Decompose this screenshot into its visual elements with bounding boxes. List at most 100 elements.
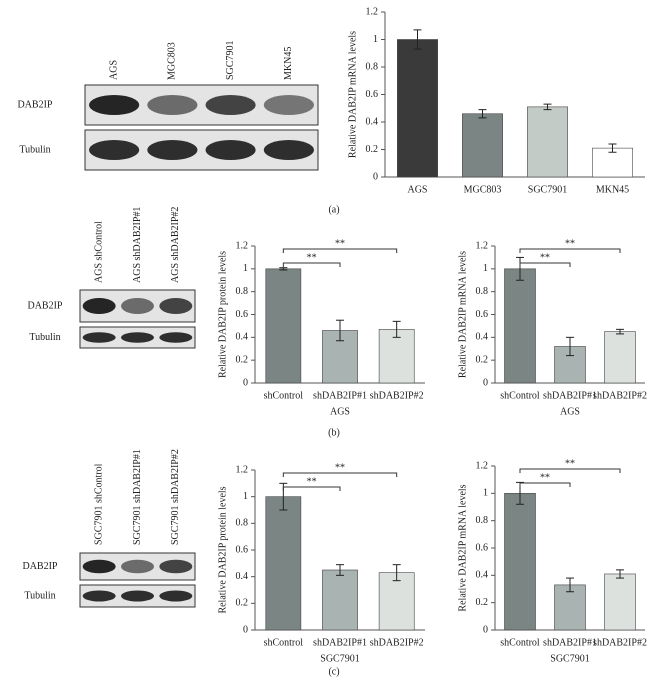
band <box>121 298 154 314</box>
x-tick-label: shControl <box>500 390 540 401</box>
band <box>82 332 116 343</box>
significance-label: ** <box>307 252 317 263</box>
row-label: DAB2IP <box>27 300 62 311</box>
x-tick-label: shDAB2IP#1 <box>543 637 597 648</box>
y-tick-label: 1 <box>243 263 248 274</box>
y-tick-label: 0.6 <box>236 309 249 320</box>
y-tick-label: 0.2 <box>236 354 249 365</box>
band <box>82 590 116 602</box>
significance-label: ** <box>540 472 550 483</box>
x-tick-label: SGC7901 <box>528 184 567 195</box>
significance-bracket <box>519 482 571 487</box>
band <box>89 140 140 160</box>
y-tick-label: 0 <box>483 624 488 635</box>
x-tick-label: shDAB2IP#2 <box>593 390 647 401</box>
bar <box>265 496 302 631</box>
x-tick-label: shDAB2IP#2 <box>593 637 647 648</box>
bar <box>604 331 636 384</box>
row-label: Tubulin <box>24 590 55 601</box>
significance-bracket <box>519 248 621 253</box>
significance-label: ** <box>565 238 575 249</box>
y-tick-label: 0.6 <box>476 309 489 320</box>
band <box>263 140 314 160</box>
bar <box>265 268 302 384</box>
x-axis-label: AGS <box>330 406 350 417</box>
y-tick-label: 0.8 <box>236 286 249 297</box>
x-tick-label: shControl <box>264 637 304 648</box>
significance-label: ** <box>335 462 345 473</box>
y-tick-label: 0.4 <box>236 571 249 582</box>
band <box>121 590 154 602</box>
band <box>147 95 198 115</box>
band <box>159 559 193 574</box>
significance-label: ** <box>307 476 317 487</box>
lane-label: SGC7901 shDAB2IP#1 <box>132 449 143 545</box>
bar <box>504 268 536 384</box>
significance-bracket <box>282 262 341 267</box>
significance-bracket <box>282 472 398 477</box>
y-tick-label: 0.4 <box>366 116 379 127</box>
panel-label: (c) <box>328 666 339 677</box>
row-label: Tubulin <box>19 144 50 155</box>
y-tick-label: 1.2 <box>476 240 489 251</box>
band <box>159 298 193 314</box>
lane-label: AGS shDAB2IP#2 <box>170 207 181 283</box>
x-tick-label: MKN45 <box>596 184 629 195</box>
bar <box>322 569 358 631</box>
lane-label: SGC7901 <box>225 41 236 80</box>
y-tick-label: 1.2 <box>236 240 249 251</box>
bar <box>397 39 438 178</box>
significance-label: ** <box>540 252 550 263</box>
y-tick-label: 0.6 <box>476 542 489 553</box>
x-tick-label: shDAB2IP#1 <box>543 390 597 401</box>
bar <box>604 573 636 631</box>
significance-bracket <box>282 486 341 491</box>
x-tick-label: shControl <box>264 390 304 401</box>
bar <box>378 329 415 384</box>
y-tick-label: 1 <box>373 34 378 45</box>
band <box>263 95 314 115</box>
y-tick-label: 1 <box>483 488 488 499</box>
significance-bracket <box>282 248 398 253</box>
band <box>82 298 116 314</box>
y-tick-label: 0 <box>483 377 488 388</box>
lane-label: MGC803 <box>167 42 178 80</box>
y-tick-label: 0.8 <box>476 286 489 297</box>
lane-label: AGS shControl <box>93 221 104 283</box>
significance-label: ** <box>565 458 575 469</box>
y-tick-label: 0.2 <box>236 598 249 609</box>
y-tick-label: 0.8 <box>366 61 379 72</box>
x-tick-label: MGC803 <box>464 184 502 195</box>
significance-bracket <box>519 468 621 473</box>
y-tick-label: 0.6 <box>366 89 379 100</box>
y-tick-label: 0 <box>243 377 248 388</box>
lane-label: MKN45 <box>283 47 294 80</box>
significance-bracket <box>519 262 571 267</box>
y-tick-label: 0.2 <box>476 354 489 365</box>
y-tick-label: 0.4 <box>236 332 249 343</box>
x-tick-label: shControl <box>500 637 540 648</box>
y-tick-label: 0.8 <box>236 518 249 529</box>
bar <box>527 106 568 178</box>
y-tick-label: 0.8 <box>476 515 489 526</box>
x-tick-label: shDAB2IP#2 <box>370 390 424 401</box>
bar <box>504 493 536 631</box>
row-label: DAB2IP <box>22 561 57 572</box>
band <box>159 332 193 343</box>
y-tick-label: 0 <box>373 171 378 182</box>
x-tick-label: shDAB2IP#1 <box>313 390 367 401</box>
y-tick-label: 1.2 <box>476 460 489 471</box>
y-tick-label: 0 <box>243 624 248 635</box>
row-label: Tubulin <box>29 332 60 343</box>
y-tick-label: 1 <box>243 491 248 502</box>
row-label: DAB2IP <box>17 99 52 110</box>
y-tick-label: 0.2 <box>366 144 379 155</box>
band <box>147 140 198 160</box>
y-tick-label: 1.2 <box>236 464 249 475</box>
x-tick-label: shDAB2IP#1 <box>313 637 367 648</box>
band <box>159 590 193 602</box>
y-tick-label: 1.2 <box>366 6 379 17</box>
x-axis-label: SGC7901 <box>320 653 359 664</box>
lane-label: AGS shDAB2IP#1 <box>132 207 143 283</box>
